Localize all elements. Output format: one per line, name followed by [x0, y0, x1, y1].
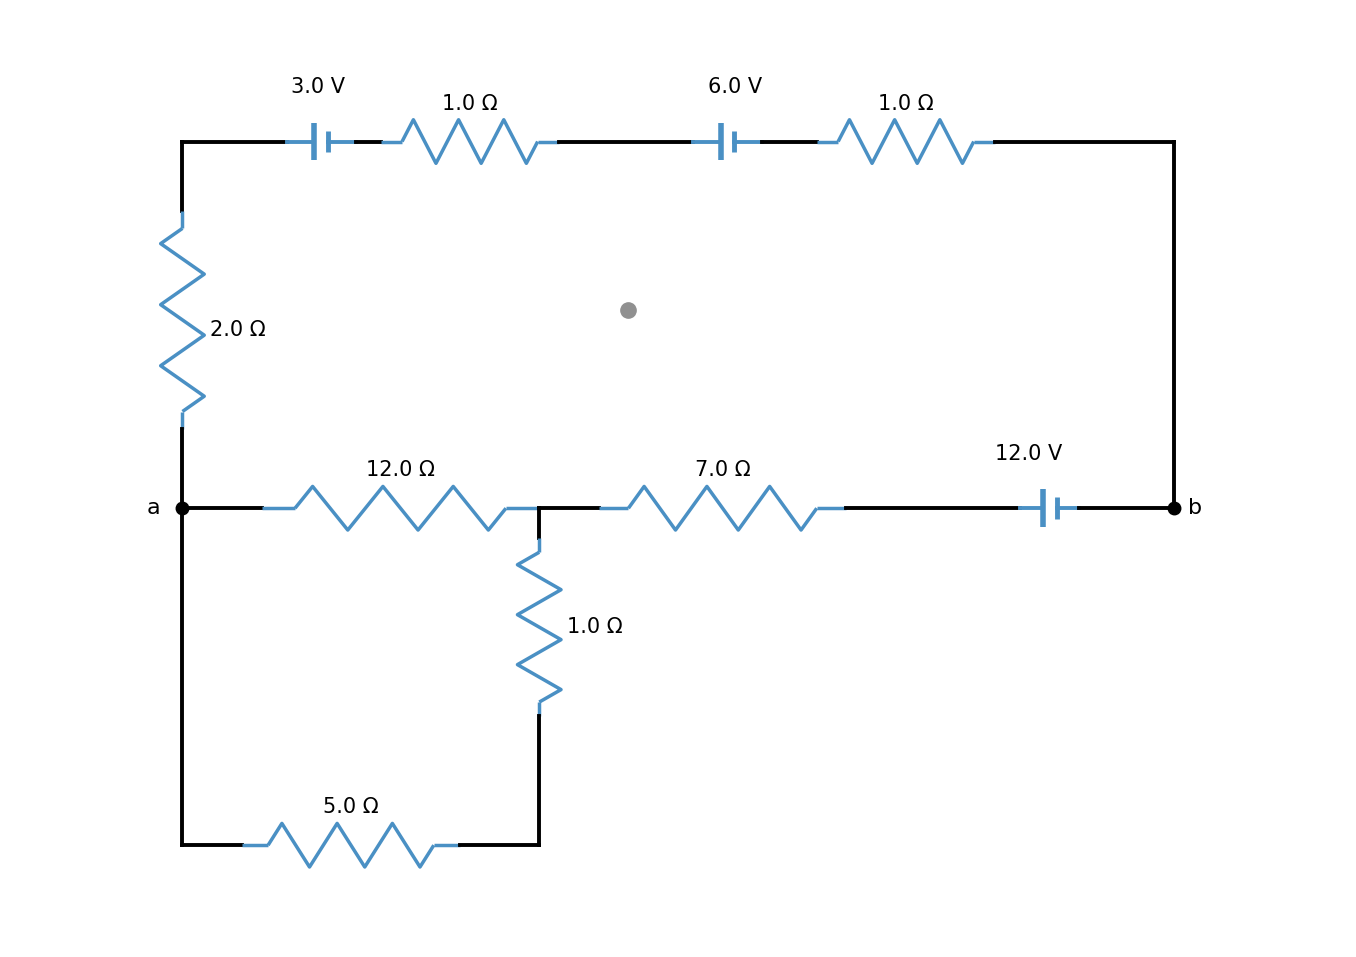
Text: 7.0 Ω: 7.0 Ω — [694, 460, 750, 480]
Text: 1.0 Ω: 1.0 Ω — [879, 94, 934, 114]
Text: b: b — [1188, 499, 1203, 519]
Text: a: a — [146, 499, 160, 519]
Text: 6.0 V: 6.0 V — [708, 77, 762, 97]
Text: 2.0 Ω: 2.0 Ω — [210, 320, 266, 340]
Text: 12.0 Ω: 12.0 Ω — [366, 460, 435, 480]
Text: 3.0 V: 3.0 V — [292, 77, 346, 97]
Text: 1.0 Ω: 1.0 Ω — [567, 617, 622, 637]
Text: 1.0 Ω: 1.0 Ω — [442, 94, 498, 114]
Text: 12.0 V: 12.0 V — [995, 444, 1062, 463]
Text: 5.0 Ω: 5.0 Ω — [323, 797, 378, 817]
